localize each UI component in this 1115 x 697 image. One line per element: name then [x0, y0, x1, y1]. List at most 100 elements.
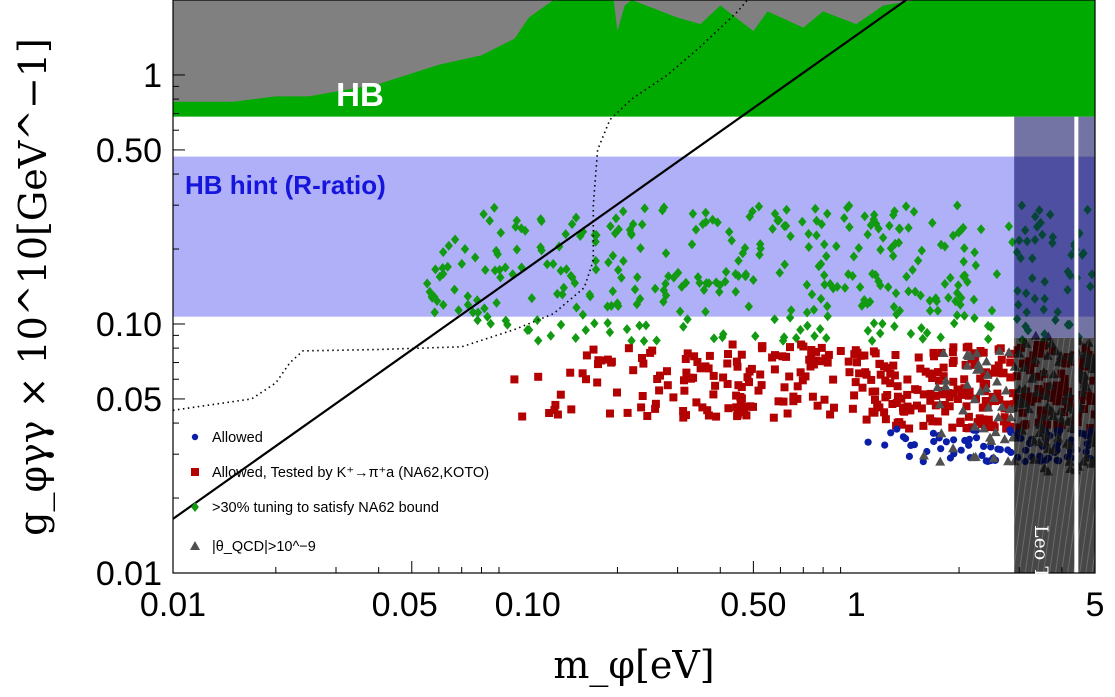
green-point [775, 267, 784, 278]
red-point [976, 347, 985, 355]
green-point [804, 228, 813, 239]
green-point [786, 231, 795, 242]
green-point [802, 307, 812, 318]
red-point [861, 368, 870, 377]
red-point [949, 377, 958, 386]
red-point [651, 404, 660, 413]
blue-point [972, 434, 981, 442]
green-point [561, 229, 570, 240]
red-point [785, 372, 794, 381]
red-point [862, 415, 871, 424]
gray-triangle-point [970, 451, 981, 461]
green-point [936, 239, 946, 250]
red-point [745, 378, 753, 387]
green-point [744, 301, 753, 312]
green-point [664, 271, 673, 282]
green-point [917, 245, 926, 256]
gray-triangle-point [948, 443, 959, 453]
green-point [944, 292, 953, 303]
legend-marker [191, 468, 199, 476]
legend-label: Allowed, Tested by K⁺→π⁺a (NA62,KOTO) [212, 465, 489, 481]
red-point [998, 369, 1007, 378]
gray-triangle-point [975, 386, 986, 396]
gray-triangle-point [994, 345, 1005, 355]
gray-triangle-point [981, 356, 992, 366]
blue-point [961, 436, 969, 445]
red-point [858, 383, 867, 392]
axis-tick-labels: 0.01 0.05 0.10 0.50 1 5 0.01 0.05 0.10 0.50 1 [96, 57, 1105, 624]
green-point [633, 272, 642, 283]
red-point [957, 390, 966, 399]
green-point [533, 315, 542, 326]
green-point [688, 208, 698, 219]
x-tick-label: 0.10 [495, 586, 561, 624]
red-point [593, 378, 602, 387]
green-point [895, 223, 905, 234]
blue-point [929, 429, 938, 437]
red-point [845, 368, 854, 377]
green-point [869, 318, 879, 329]
green-point [727, 235, 736, 246]
gray-triangle-point [1004, 347, 1014, 357]
red-point [594, 360, 602, 369]
green-point [1004, 221, 1014, 232]
green-point [734, 255, 743, 266]
red-point [812, 347, 821, 356]
gray-triangle-point [919, 450, 929, 460]
green-point [483, 311, 492, 322]
green-point [591, 264, 601, 275]
green-point [940, 278, 950, 289]
green-point [640, 203, 649, 214]
red-point [948, 423, 957, 432]
green-point [810, 331, 819, 341]
green-point [699, 285, 709, 295]
green-point [816, 324, 825, 334]
red-point [997, 355, 1006, 364]
green-point [576, 231, 585, 241]
green-point [592, 230, 601, 241]
red-point [1006, 358, 1015, 367]
gray-triangle-point [989, 392, 999, 402]
blue-point [1004, 446, 1012, 454]
green-point [854, 243, 863, 253]
red-point [719, 373, 728, 382]
red-point [916, 364, 925, 373]
green-point [460, 244, 470, 254]
green-point [925, 305, 935, 316]
green-point [946, 272, 955, 283]
red-point [913, 385, 922, 394]
green-point [718, 332, 727, 343]
red-point [964, 412, 973, 421]
green-point [829, 283, 838, 294]
green-point [756, 243, 765, 254]
hb-hint-region-label: HB hint (R-ratio) [185, 170, 386, 200]
red-point [964, 391, 973, 400]
y-tick-label: 1 [143, 57, 162, 95]
green-point [812, 230, 821, 241]
green-point [820, 279, 829, 290]
red-point [883, 363, 892, 372]
green-point [734, 271, 743, 281]
green-point [626, 228, 636, 239]
gray-triangle-point [978, 423, 989, 433]
green-point [804, 242, 813, 252]
green-point [709, 333, 719, 344]
green-point [751, 331, 760, 342]
green-point [492, 297, 501, 308]
green-point [778, 335, 788, 346]
red-point [613, 388, 621, 397]
red-point [913, 401, 921, 410]
green-point [984, 334, 993, 345]
curves-layer [173, 0, 907, 520]
green-point [523, 325, 532, 335]
red-point [806, 362, 815, 371]
red-point [851, 346, 860, 355]
green-point [951, 296, 960, 307]
red-point [768, 353, 777, 362]
green-point [659, 285, 668, 296]
green-point [463, 299, 473, 310]
red-point [826, 410, 835, 419]
red-point [607, 358, 616, 367]
green-point [683, 314, 692, 325]
red-point [796, 368, 805, 377]
